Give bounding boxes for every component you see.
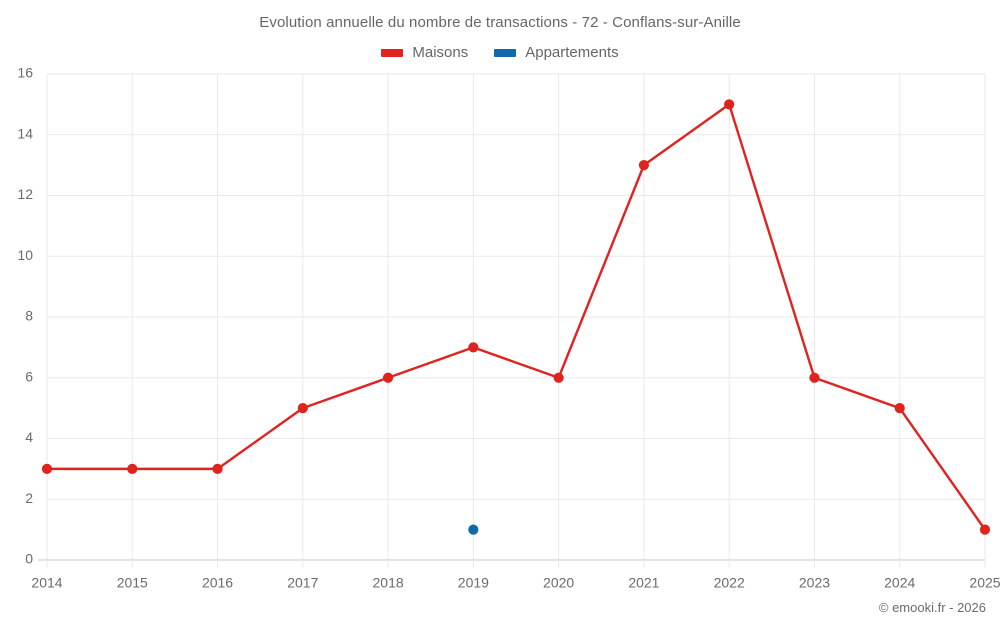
data-point-marker[interactable] bbox=[553, 372, 564, 383]
x-axis-tick-label: 2015 bbox=[117, 574, 148, 590]
x-axis-tick-label: 2024 bbox=[884, 574, 915, 590]
y-axis-tick-label: 4 bbox=[25, 429, 33, 445]
legend-item-maisons[interactable]: Maisons bbox=[381, 44, 468, 61]
data-series bbox=[41, 99, 991, 535]
data-point-marker[interactable] bbox=[212, 463, 223, 474]
x-axis-tick-label: 2016 bbox=[202, 574, 233, 590]
y-axis-tick-label: 2 bbox=[25, 490, 33, 506]
grid-lines bbox=[46, 73, 986, 560]
x-axis-tick-label: 2019 bbox=[458, 574, 489, 590]
y-axis-tick-labels: 0 2 4 6 8 10 12 14 16 bbox=[17, 65, 33, 567]
x-axis-tick-label: 2022 bbox=[714, 574, 745, 590]
x-axis-tick-labels: 2014 2015 2016 2017 2018 2019 2020 2021 2022 2023… bbox=[31, 574, 1000, 590]
chart-legend: Maisons Appartements bbox=[0, 44, 1000, 61]
data-point-marker[interactable] bbox=[979, 524, 991, 535]
data-point-marker[interactable] bbox=[468, 342, 479, 353]
y-axis-tick-label: 16 bbox=[17, 65, 33, 81]
chart-title: Evolution annuelle du nombre de transact… bbox=[259, 14, 741, 31]
legend-swatch-appartements bbox=[494, 48, 517, 57]
x-axis-tick-label: 2021 bbox=[628, 574, 659, 590]
data-point-marker[interactable] bbox=[894, 403, 905, 414]
y-axis-tick-label: 0 bbox=[25, 551, 33, 567]
data-point-marker[interactable] bbox=[382, 372, 394, 383]
legend-label-maisons: Maisons bbox=[412, 44, 469, 61]
x-axis-tick-label: 2018 bbox=[373, 574, 404, 590]
data-point-marker[interactable] bbox=[809, 372, 820, 383]
y-axis-tick-label: 14 bbox=[17, 125, 33, 141]
y-axis-tick-label: 8 bbox=[25, 308, 33, 324]
data-point-marker[interactable] bbox=[127, 463, 138, 474]
series-line bbox=[45, 103, 987, 531]
x-axis-tick-label: 2017 bbox=[287, 574, 318, 590]
legend-label-appartements: Appartements bbox=[525, 44, 619, 61]
y-axis-tick-label: 12 bbox=[17, 186, 33, 202]
y-axis-tick-label: 10 bbox=[17, 247, 33, 263]
y-axis-tick-label: 6 bbox=[25, 368, 33, 384]
x-axis-tick-label: 2014 bbox=[31, 574, 62, 590]
x-axis-tick-label: 2023 bbox=[799, 574, 830, 590]
series-appartements bbox=[468, 524, 479, 535]
data-point-marker[interactable] bbox=[297, 403, 308, 414]
data-point-marker[interactable] bbox=[41, 463, 53, 474]
axis-lines bbox=[38, 559, 986, 568]
data-point-marker[interactable] bbox=[468, 524, 479, 535]
series-maisons bbox=[41, 99, 991, 535]
x-axis-tick-label: 2025 bbox=[969, 574, 1000, 590]
legend-item-appartements[interactable]: Appartements bbox=[494, 44, 619, 61]
copyright-credit: © emooki.fr - 2026 bbox=[878, 600, 986, 615]
data-point-marker[interactable] bbox=[638, 160, 650, 171]
x-axis-tick-label: 2020 bbox=[543, 574, 574, 590]
legend-swatch-maisons bbox=[381, 48, 404, 57]
data-point-marker[interactable] bbox=[724, 99, 735, 110]
